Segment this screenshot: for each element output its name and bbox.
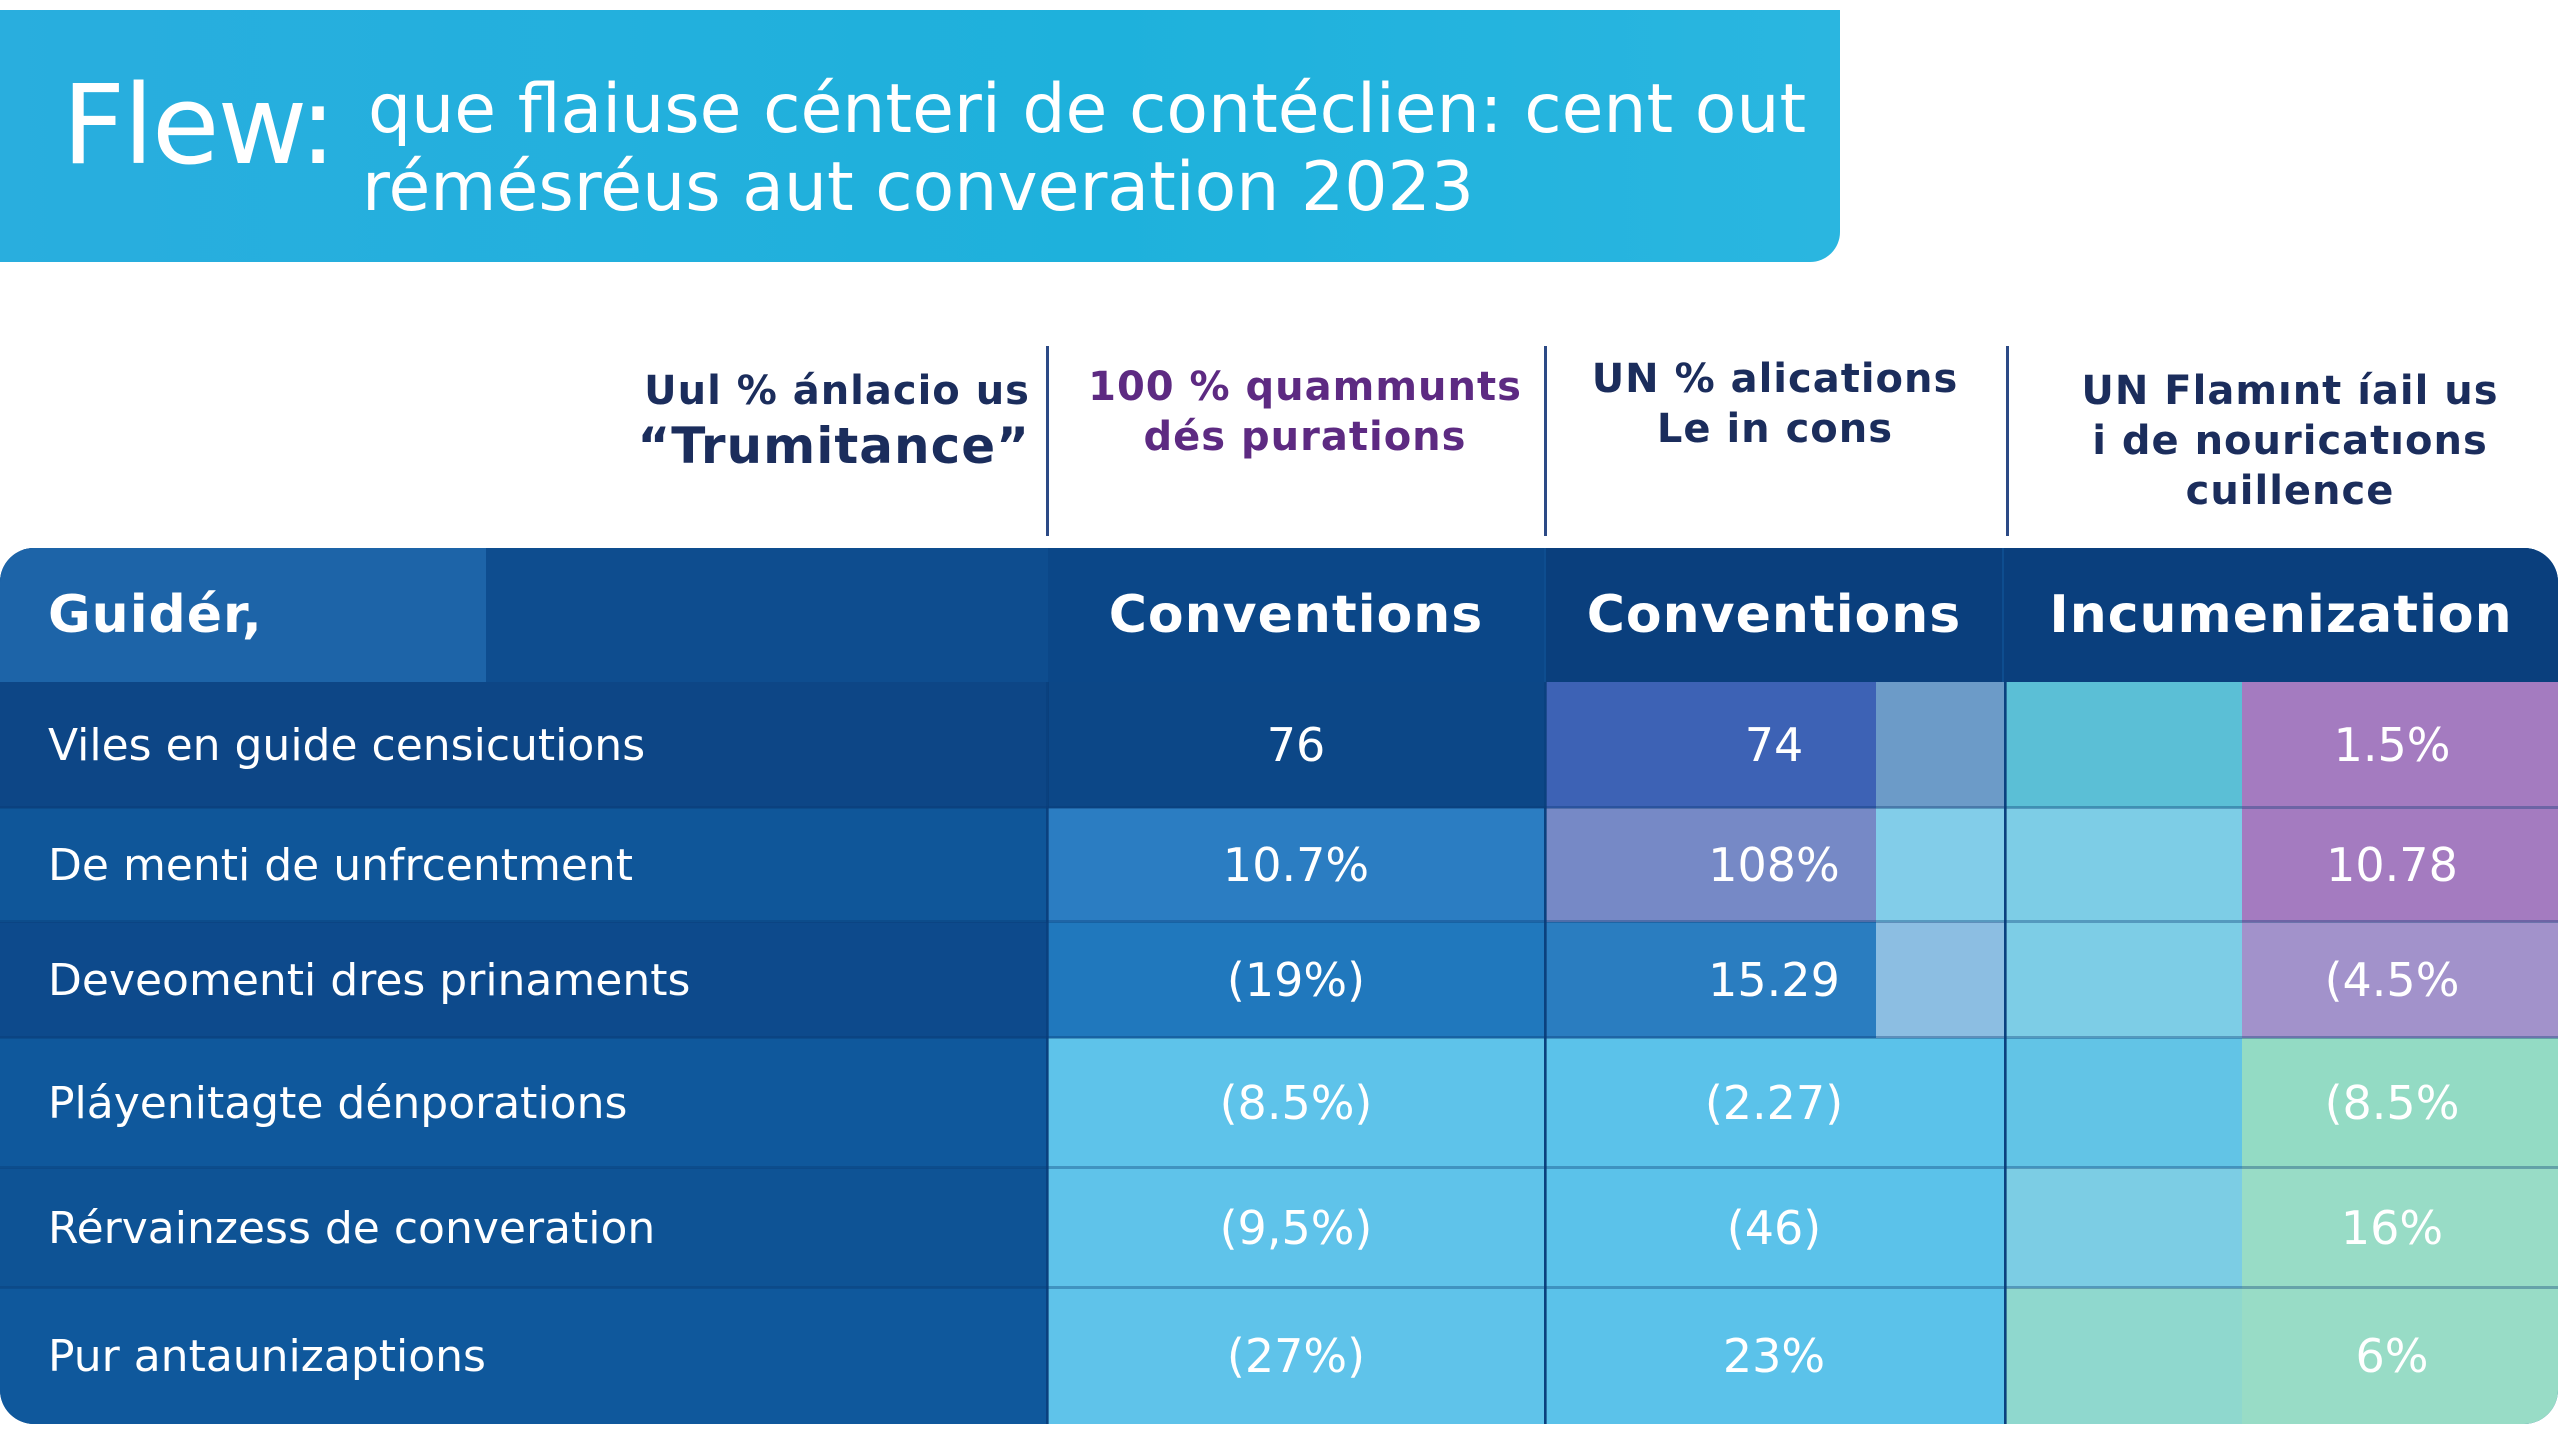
table-cell-value: (8.5% — [2324, 1076, 2460, 1130]
cell-bg — [1876, 1168, 2004, 1288]
cell-bg — [1048, 922, 1544, 1038]
column-header-2-line-1: 100 % quammunts — [1088, 364, 1522, 410]
row-label: De menti de unfrcentment — [48, 839, 634, 891]
table-cell-value: 108% — [1708, 838, 1840, 892]
column-divider — [1046, 682, 1049, 1424]
column-header-4: UN Flamınt íail us i de nouricatıons cui… — [2020, 366, 2560, 516]
cell-bg — [1876, 1288, 2004, 1424]
table-cell-value: (9,5%) — [1219, 1201, 1373, 1255]
table-header-col-3: Incumenization — [2004, 548, 2558, 682]
column-header-3-line-1: UN % alications — [1591, 356, 1959, 402]
cell-bg — [1876, 1038, 2004, 1168]
table-cell-value: (46) — [1726, 1201, 1822, 1255]
table-header-gap — [486, 548, 1048, 682]
cell-bg — [2006, 922, 2242, 1038]
row-label-bg — [0, 1168, 1046, 1288]
cell-bg — [2006, 1038, 2242, 1168]
column-divider — [1544, 682, 1547, 1424]
cell-bg — [1048, 1038, 1544, 1168]
row-divider — [0, 1036, 2558, 1039]
row-label-bg — [0, 808, 1046, 922]
row-label: Viles en guide censicutions — [48, 719, 646, 771]
column-header-3-line-2: Le in cons — [1656, 406, 1894, 452]
cell-bg — [2242, 808, 2558, 922]
column-header-2: 100 % quammunts dés purations — [1060, 362, 1550, 462]
table-cell-value: 16% — [2340, 1201, 2444, 1255]
column-header-4-line-3: cuillence — [2185, 468, 2395, 514]
table-cell-value: 15.29 — [1708, 953, 1840, 1007]
cell-bg — [2006, 808, 2242, 922]
table-cell-value: (8.5%) — [1219, 1076, 1373, 1130]
row-label-bg — [0, 922, 1046, 1038]
cell-bg — [2242, 922, 2558, 1038]
title-line-1: que flaiuse cénteri de contéclien: cent … — [368, 70, 1807, 149]
title-prefix: Flew: — [62, 61, 337, 189]
cell-bg — [1876, 808, 2004, 922]
row-label: Pur antaunizaptions — [48, 1330, 486, 1382]
cell-bg — [1876, 922, 2004, 1038]
cell-bg — [1048, 682, 1544, 808]
table-cell-value: 76 — [1266, 718, 1326, 772]
cell-bg — [2006, 1168, 2242, 1288]
column-header-1-line-2: “Trumitance” — [637, 417, 1030, 475]
table-cell-value: 74 — [1744, 718, 1804, 772]
column-header-4-line-1: UN Flamınt íail us — [2081, 368, 2499, 414]
row-label-bg — [0, 682, 1046, 808]
table-cell-value: 10.78 — [2326, 838, 2458, 892]
row-label-bg — [0, 1038, 1046, 1168]
cell-bg — [1546, 922, 1876, 1038]
row-label: Pláyenitagte dénporations — [48, 1077, 628, 1129]
column-header-2-line-2: dés purations — [1143, 414, 1467, 460]
table-cell-value: (4.5% — [2324, 953, 2460, 1007]
column-header-3: UN % alications Le in cons — [1560, 354, 1990, 454]
cell-bg — [1876, 682, 2004, 808]
table-cell-value: 10.7% — [1222, 838, 1370, 892]
table-cell-value: 1.5% — [2333, 718, 2451, 772]
column-header-1: Uul % ánlacio us “Trumitance” — [600, 366, 1030, 476]
cell-bg — [1546, 1038, 1876, 1168]
cell-bg — [2006, 682, 2242, 808]
column-separator — [1046, 346, 1049, 536]
cell-bg — [1546, 682, 1876, 808]
cell-bg — [1546, 1288, 1876, 1424]
title-line-2: rémésréus aut converation 2023 — [362, 148, 1475, 227]
title-banner: Flew: que flaiuse cénteri de contéclien:… — [0, 10, 1840, 262]
table-cell-value: (27%) — [1226, 1329, 1366, 1383]
column-separator — [2006, 346, 2009, 536]
column-header-4-line-2: i de nouricatıons — [2092, 418, 2488, 464]
cell-bg — [2242, 682, 2558, 808]
table-cell-value: (19%) — [1226, 953, 1366, 1007]
column-separator — [1544, 346, 1547, 536]
row-divider — [0, 1166, 2558, 1169]
row-divider — [0, 1286, 2558, 1289]
cell-bg — [1048, 1168, 1544, 1288]
table-cell-value: 6% — [2355, 1329, 2429, 1383]
data-table: Guidér, sations Conventions Conventions … — [0, 548, 2558, 1424]
column-divider — [2004, 682, 2007, 1424]
cell-bg — [1546, 1168, 1876, 1288]
column-header-1-line-1: Uul % ánlacio us — [644, 368, 1030, 414]
table-header-label: Guidér, sations — [0, 548, 486, 779]
cell-bg — [1048, 808, 1544, 922]
row-divider — [0, 806, 2558, 809]
cell-bg — [1546, 808, 1876, 922]
table-header-col-2: Conventions — [1546, 548, 2002, 682]
cell-bg — [2242, 1288, 2558, 1424]
table-header-col-1: Conventions — [1048, 548, 1544, 682]
row-label: Rérvainzess de converation — [48, 1202, 656, 1254]
row-label-bg — [0, 1288, 1046, 1424]
row-divider — [0, 920, 2558, 923]
cell-bg — [2242, 1168, 2558, 1288]
cell-bg — [1048, 1288, 1544, 1424]
cell-bg — [2242, 1038, 2558, 1168]
table-cell-value: (2.27) — [1704, 1076, 1844, 1130]
table-cell-value: 23% — [1722, 1329, 1826, 1383]
row-label: Deveomenti dres prinaments — [48, 954, 691, 1006]
cell-bg — [2006, 1288, 2242, 1424]
